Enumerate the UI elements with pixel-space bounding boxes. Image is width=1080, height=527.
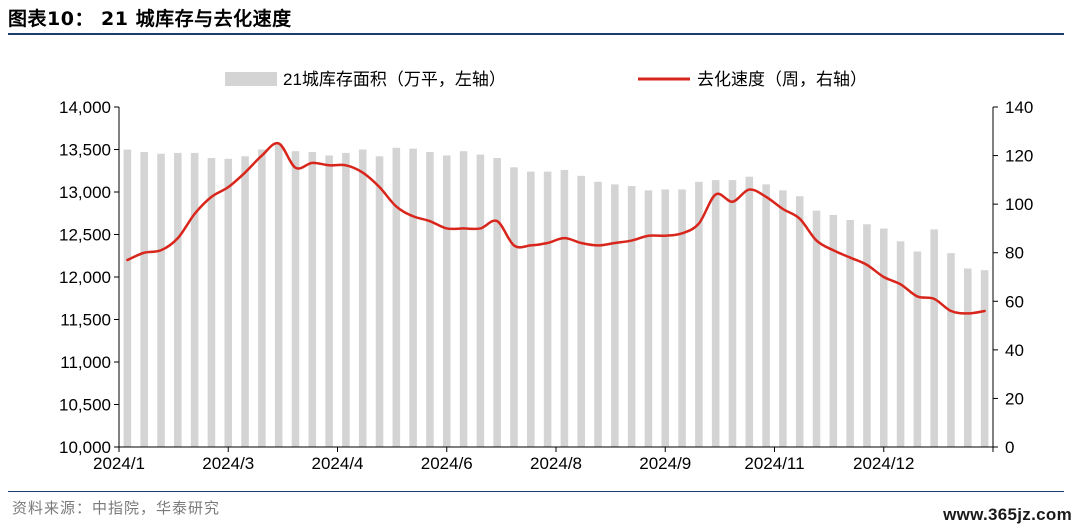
inventory-bar [325,155,333,447]
x-tick-label: 2024/3 [202,454,254,473]
inventory-bar [224,158,233,447]
inventory-bar [409,148,417,447]
inventory-bar [594,181,602,448]
absorption-speed-line [126,141,986,315]
inventory-bar [510,167,518,447]
right-tick-label: 60 [1005,292,1024,311]
x-tick-label: 2024/9 [639,454,691,473]
x-tick-label: 2024/11 [744,454,804,473]
source-note: 资料来源：中指院，华泰研究 [12,499,221,517]
chart-legend: 21城库存面积（万平，左轴） 去化速度（周，右轴） [225,70,867,89]
inventory-bar [930,229,938,447]
inventory-bar [829,214,838,447]
inventory-bar [258,149,266,447]
inventory-bar [342,152,350,447]
inventory-bar [308,152,317,448]
inventory-bar [812,210,821,447]
inventory-bar [695,181,703,448]
right-tick-label: 20 [1005,389,1024,408]
inventory-bar [745,176,754,447]
right-tick-label: 100 [1005,195,1033,214]
inventory-bar [779,190,787,448]
inventory-bar [913,251,922,447]
inventory-bar [358,149,367,447]
left-tick-label: 12,000 [59,268,111,287]
inventory-bar [896,241,905,447]
inventory-bar [459,151,468,447]
inventory-bar [527,171,535,447]
legend-bar-swatch [225,72,277,86]
inventory-bar [980,270,989,447]
inventory-bar [644,190,653,448]
right-tick-label: 120 [1005,147,1033,166]
inventory-bar [123,149,132,447]
inventory-bar [964,268,972,447]
x-tick-label: 2024/6 [421,454,473,473]
inventory-bar [863,224,871,447]
inventory-bar [274,143,283,448]
inventory-bar [560,169,569,447]
inventory-bar [879,228,888,447]
inventory-bars [123,143,989,448]
inventory-bar [442,155,451,447]
inventory-bar [493,158,501,447]
left-tick-label: 10,500 [59,396,111,415]
left-tick-label: 10,000 [59,438,111,457]
inventory-bar [762,184,770,447]
right-tick-label: 80 [1005,244,1024,263]
inventory-bar [207,158,216,447]
right-tick-label: 40 [1005,341,1024,360]
left-tick-label: 13,000 [59,183,111,202]
inventory-bar [846,220,854,447]
inventory-bar [476,154,485,447]
inventory-bar [611,184,619,447]
right-tick-label: 140 [1005,98,1033,117]
x-tick-label: 2024/8 [530,454,582,473]
x-tick-label: 2024/4 [312,454,364,473]
x-tick-label: 2024/12 [853,454,914,473]
inventory-bar [577,175,585,447]
inventory-bar [190,152,199,447]
site-watermark: www.365jz.com [943,505,1072,524]
inventory-bar [140,152,148,448]
footer-divider [8,491,1064,492]
inventory-bar [627,186,636,448]
left-tick-label: 12,500 [59,226,111,245]
inventory-bar [375,156,384,448]
legend-bar-label: 21城库存面积（万平，左轴） [283,70,506,89]
right-axis-ticks: 0 20 40 60 80 100 120 140 [993,98,1033,457]
title-divider [8,33,1064,35]
chart-axes [118,107,994,448]
x-axis-ticks: 2024/1 2024/3 2024/4 2024/6 2024/8 2024/9 2024… [93,447,994,473]
right-tick-label: 0 [1005,438,1014,457]
inventory-bar [728,180,737,447]
inventory-bar [543,171,552,447]
inventory-bar [392,147,401,448]
bar-line-chart: 10,000 10,500 11,000 11,500 12,000 12,500 13,0… [59,70,1033,473]
left-tick-label: 11,000 [60,353,111,372]
inventory-bar [241,156,249,448]
inventory-bar [291,151,300,447]
inventory-bar [661,189,670,447]
inventory-bar [157,153,165,447]
left-axis-ticks: 10,000 10,500 11,000 11,500 12,000 12,500 13,0… [59,98,119,457]
left-tick-label: 13,500 [59,141,111,160]
inventory-bar [711,180,720,447]
x-tick-label: 2024/1 [93,454,145,473]
left-tick-label: 14,000 [59,98,111,117]
legend-line-label: 去化速度（周，右轴） [697,70,867,89]
left-tick-label: 11,500 [60,311,111,330]
inventory-bar [678,189,686,447]
inventory-bar [947,253,955,447]
inventory-bar [174,152,182,447]
inventory-bar [795,196,804,447]
chart-title: 图表10： 21 城库存与去化速度 [8,8,292,30]
inventory-bar [426,152,434,448]
